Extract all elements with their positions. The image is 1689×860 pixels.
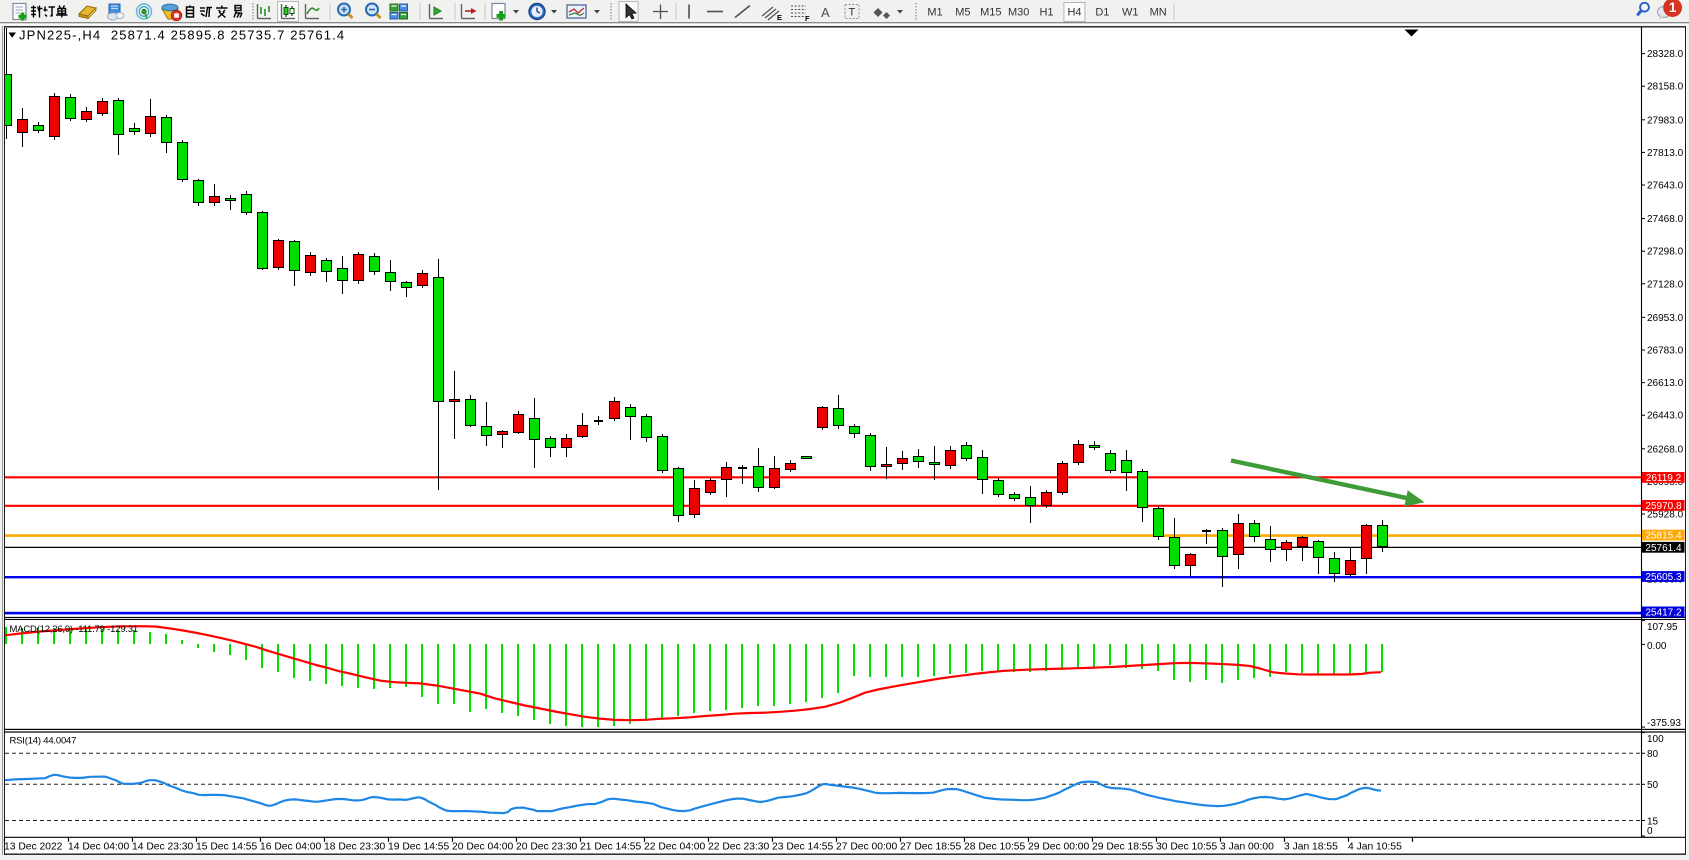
svg-text:26268.0: 26268.0 (1647, 444, 1684, 455)
svg-text:27468.0: 27468.0 (1647, 214, 1684, 225)
svg-text:27983.0: 27983.0 (1647, 115, 1684, 126)
svg-text:0.00: 0.00 (1647, 641, 1667, 652)
svg-text:-375.93: -375.93 (1647, 718, 1681, 729)
svg-text:E: E (777, 13, 782, 22)
svg-text:20 Dec 04:00: 20 Dec 04:00 (452, 842, 514, 853)
svg-text:H4: H4 (1067, 7, 1081, 19)
svg-text:27 Dec 00:00: 27 Dec 00:00 (836, 842, 898, 853)
svg-text:25761.4: 25761.4 (1645, 543, 1682, 554)
svg-text:4 Jan 10:55: 4 Jan 10:55 (1348, 842, 1402, 853)
svg-text:MN: MN (1150, 7, 1167, 19)
svg-text:T: T (849, 7, 856, 19)
svg-text:MACD(12,26,9) -111.79 -129.31: MACD(12,26,9) -111.79 -129.31 (10, 624, 139, 635)
svg-text:A: A (821, 5, 830, 20)
svg-text:107.95: 107.95 (1647, 622, 1678, 633)
svg-text:29 Dec 18:55: 29 Dec 18:55 (1092, 842, 1154, 853)
svg-text:18 Dec 23:30: 18 Dec 23:30 (324, 842, 386, 853)
svg-text:15 Dec 14:55: 15 Dec 14:55 (196, 842, 258, 853)
svg-text:29 Dec 00:00: 29 Dec 00:00 (1028, 842, 1090, 853)
svg-text:13 Dec 2022: 13 Dec 2022 (4, 842, 63, 853)
svg-text:F: F (805, 14, 810, 23)
svg-text:M5: M5 (955, 7, 970, 19)
svg-text:22 Dec 04:00: 22 Dec 04:00 (644, 842, 706, 853)
svg-text:19 Dec 14:55: 19 Dec 14:55 (388, 842, 450, 853)
svg-text:RSI(14) 44.0047: RSI(14) 44.0047 (10, 735, 77, 746)
svg-text:22 Dec 23:30: 22 Dec 23:30 (708, 842, 770, 853)
svg-text:27128.0: 27128.0 (1647, 279, 1684, 290)
svg-text:D1: D1 (1095, 7, 1109, 19)
svg-text:23 Dec 14:55: 23 Dec 14:55 (772, 842, 834, 853)
svg-text:30 Dec 10:55: 30 Dec 10:55 (1156, 842, 1218, 853)
svg-text:26613.0: 26613.0 (1647, 378, 1684, 389)
svg-text:14 Dec 04:00: 14 Dec 04:00 (68, 842, 130, 853)
svg-text:27298.0: 27298.0 (1647, 247, 1684, 258)
svg-text:25605.3: 25605.3 (1645, 572, 1682, 583)
svg-text:3 Jan 00:00: 3 Jan 00:00 (1220, 842, 1274, 853)
svg-text:25928.0: 25928.0 (1647, 510, 1684, 521)
svg-text:27813.0: 27813.0 (1647, 148, 1684, 159)
svg-text:20 Dec 23:30: 20 Dec 23:30 (516, 842, 578, 853)
svg-text:25970.8: 25970.8 (1645, 501, 1682, 512)
svg-text:26443.0: 26443.0 (1647, 411, 1684, 422)
svg-text:28328.0: 28328.0 (1647, 49, 1684, 60)
svg-text:80: 80 (1647, 749, 1659, 760)
svg-text:1: 1 (1669, 0, 1677, 15)
svg-text:0: 0 (1647, 826, 1653, 837)
svg-text:27643.0: 27643.0 (1647, 181, 1684, 192)
svg-text:JPN225-,H4 25871.4 25895.8 25: JPN225-,H4 25871.4 25895.8 25735.7 25761… (19, 28, 345, 43)
svg-text:26953.0: 26953.0 (1647, 313, 1684, 324)
svg-text:25815.4: 25815.4 (1645, 531, 1682, 542)
svg-text:26783.0: 26783.0 (1647, 346, 1684, 357)
svg-text:21 Dec 14:55: 21 Dec 14:55 (580, 842, 642, 853)
svg-text:28158.0: 28158.0 (1647, 82, 1684, 93)
svg-text:W1: W1 (1122, 7, 1139, 19)
svg-text:3 Jan 18:55: 3 Jan 18:55 (1284, 842, 1338, 853)
svg-text:M15: M15 (980, 7, 1001, 19)
svg-text:26119.2: 26119.2 (1646, 473, 1682, 484)
svg-text:50: 50 (1647, 780, 1659, 791)
svg-text:27 Dec 18:55: 27 Dec 18:55 (900, 842, 962, 853)
svg-text:100: 100 (1647, 734, 1664, 745)
svg-text:M1: M1 (927, 7, 942, 19)
svg-text:14 Dec 23:30: 14 Dec 23:30 (132, 842, 194, 853)
svg-text:15: 15 (1647, 817, 1659, 828)
svg-text:M30: M30 (1008, 7, 1029, 19)
svg-text:25417.2: 25417.2 (1645, 607, 1682, 618)
svg-text:16 Dec 04:00: 16 Dec 04:00 (260, 842, 322, 853)
svg-text:28 Dec 10:55: 28 Dec 10:55 (964, 842, 1026, 853)
svg-text:H1: H1 (1039, 7, 1053, 19)
